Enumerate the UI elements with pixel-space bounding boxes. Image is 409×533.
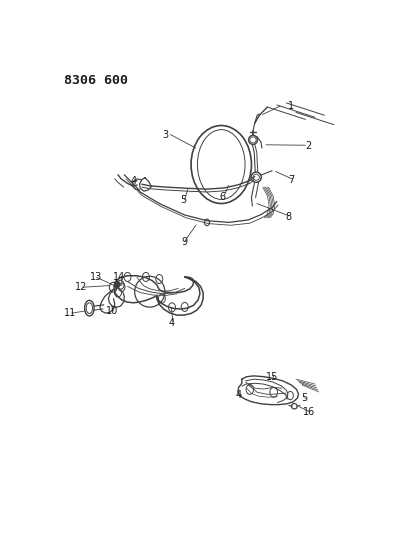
Text: 4: 4 bbox=[235, 390, 241, 400]
Text: 10: 10 bbox=[105, 306, 117, 316]
Text: 1: 1 bbox=[288, 101, 294, 111]
Text: 9: 9 bbox=[181, 237, 187, 247]
Circle shape bbox=[114, 281, 119, 288]
Text: 6: 6 bbox=[219, 191, 225, 201]
Text: 13: 13 bbox=[90, 272, 101, 282]
Text: 5: 5 bbox=[300, 393, 306, 403]
Text: 7: 7 bbox=[288, 175, 294, 185]
Text: 2: 2 bbox=[305, 141, 311, 151]
Text: 8306 600: 8306 600 bbox=[64, 74, 128, 87]
Text: 14: 14 bbox=[113, 272, 126, 282]
Text: 16: 16 bbox=[302, 407, 314, 417]
Text: 12: 12 bbox=[75, 282, 88, 292]
Text: 15: 15 bbox=[265, 372, 278, 382]
Text: 11: 11 bbox=[64, 309, 76, 319]
Text: 4: 4 bbox=[130, 176, 137, 186]
Text: 8: 8 bbox=[284, 212, 290, 222]
Text: 4: 4 bbox=[169, 318, 175, 327]
Text: 3: 3 bbox=[162, 130, 168, 140]
Text: 5: 5 bbox=[180, 195, 186, 205]
